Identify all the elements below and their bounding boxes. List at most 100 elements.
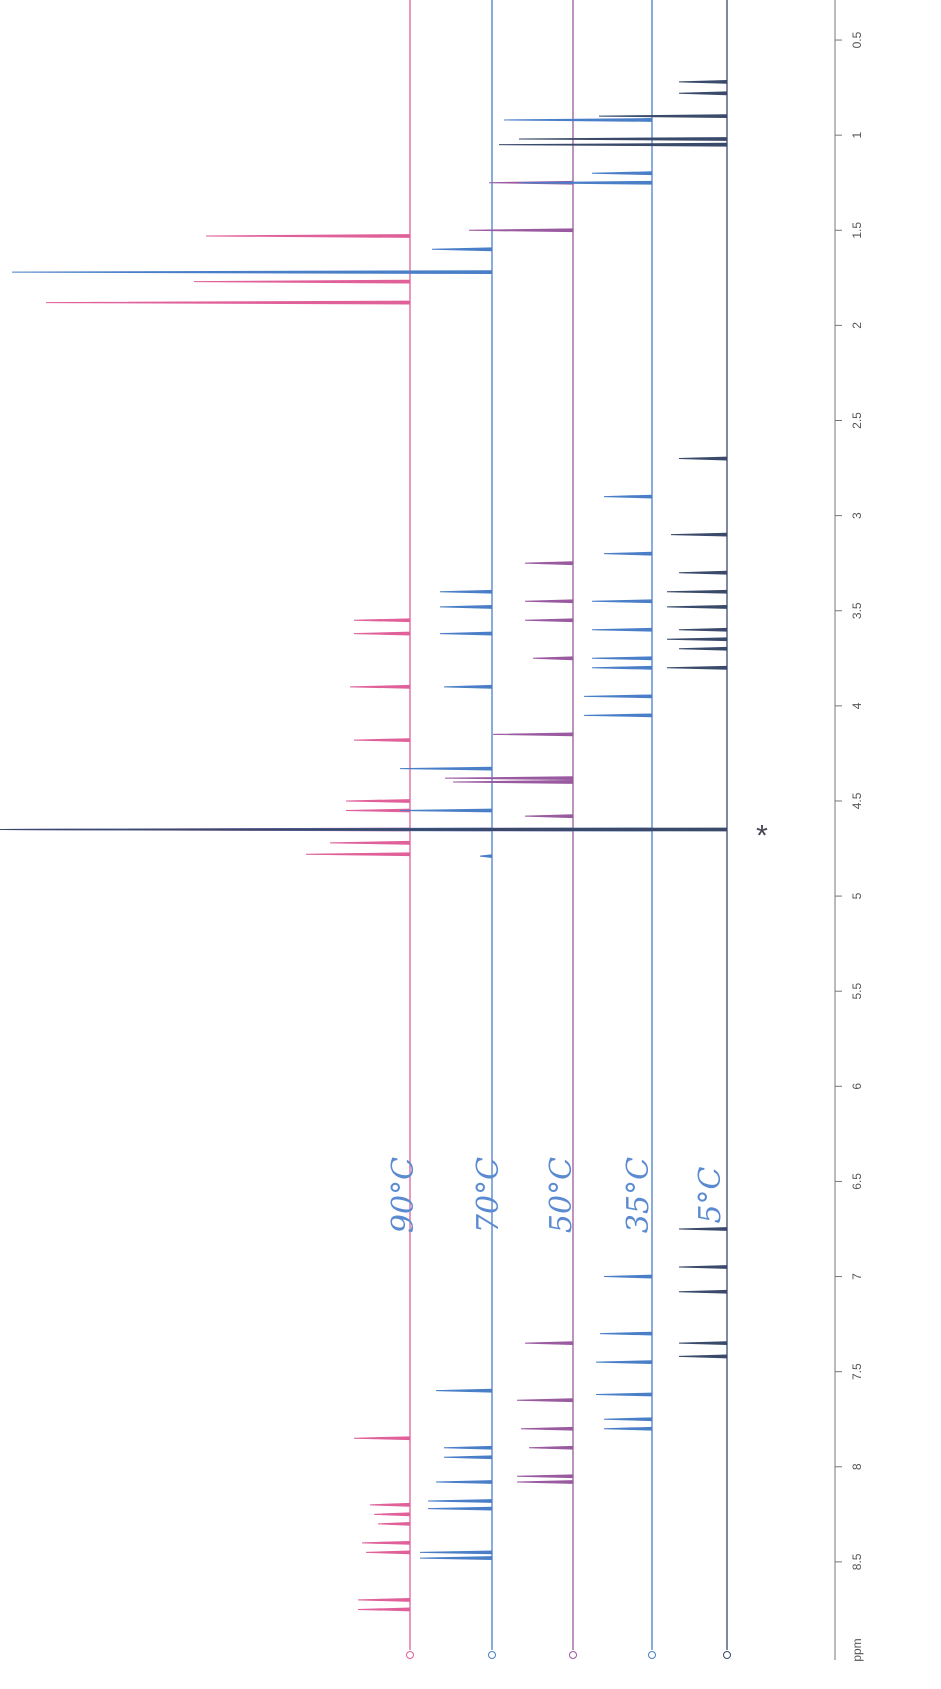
peak (591, 627, 653, 632)
peak (599, 1331, 653, 1336)
peak (678, 456, 728, 461)
peak (666, 637, 728, 642)
peak (678, 79, 728, 84)
peak (524, 1341, 574, 1346)
peak (678, 1354, 728, 1359)
peak (678, 570, 728, 575)
peak (431, 247, 493, 252)
peak (603, 1417, 653, 1422)
peak (399, 766, 493, 771)
series-label: 90°C (386, 1157, 421, 1233)
peak (305, 852, 411, 857)
series-label: 70°C (471, 1157, 506, 1233)
peak (595, 1392, 653, 1397)
x-tick-label: 1.5 (850, 222, 864, 239)
peak (479, 854, 493, 859)
x-tick-label: 8.5 (850, 1553, 864, 1570)
peak (353, 1436, 411, 1441)
x-tick-label: 2 (850, 322, 864, 329)
peak (603, 1274, 653, 1279)
annotation: * (756, 819, 768, 852)
peak (516, 1474, 574, 1479)
baseline-end (723, 1651, 731, 1659)
x-tick-label: 2.5 (850, 412, 864, 429)
peak (435, 1388, 493, 1393)
peak (603, 551, 653, 556)
peak (345, 808, 411, 813)
peak (503, 118, 653, 122)
peak (498, 142, 728, 147)
x-tick-label: 0.5 (850, 31, 864, 48)
x-tick-label: 3.5 (850, 602, 864, 619)
peak (361, 1540, 411, 1545)
x-tick-label: 6.5 (850, 1173, 864, 1190)
peak (439, 631, 493, 636)
peak (666, 589, 728, 594)
peak (583, 694, 653, 699)
peak (516, 1398, 574, 1403)
peak (443, 684, 493, 689)
x-tick-label: 7 (850, 1273, 864, 1280)
peak (435, 1480, 493, 1484)
peak (528, 1445, 574, 1450)
peak (524, 599, 574, 604)
x-tick-label: 8 (850, 1463, 864, 1470)
peak (524, 814, 574, 819)
peak (595, 1360, 653, 1365)
plot-area (0, 0, 728, 1650)
peak (0, 827, 728, 832)
peak (678, 1227, 728, 1231)
x-tick-label: 6 (850, 1083, 864, 1090)
series-label: 5°C (693, 1166, 728, 1223)
peak (492, 732, 574, 737)
x-tick-label: 5 (850, 892, 864, 899)
peak (591, 656, 653, 661)
baseline-end (488, 1651, 496, 1659)
peak (678, 646, 728, 651)
peak (678, 1289, 728, 1294)
peak (419, 1556, 493, 1560)
peak (205, 234, 411, 238)
peak (666, 665, 728, 670)
peak (518, 137, 728, 141)
peak (349, 684, 411, 689)
peak (444, 776, 574, 781)
peak (373, 1512, 411, 1517)
peak (427, 1506, 493, 1511)
x-tick-label: 1 (850, 132, 864, 139)
series-label: 50°C (544, 1157, 579, 1233)
peak (516, 1480, 574, 1484)
peak (353, 631, 411, 636)
peak (598, 114, 728, 119)
baseline-end (569, 1651, 577, 1659)
peak (591, 171, 653, 176)
peak (357, 1607, 411, 1612)
peak (329, 840, 411, 845)
series-label: 35°C (621, 1157, 656, 1233)
peak (678, 627, 728, 632)
peak (419, 1550, 493, 1555)
peak (524, 561, 574, 566)
peak (365, 1550, 411, 1555)
baseline-end (648, 1651, 656, 1659)
peak (678, 1265, 728, 1269)
x-axis-title: ppm (850, 1638, 864, 1661)
peak (439, 605, 493, 609)
peak (345, 799, 411, 803)
peak (427, 1499, 493, 1503)
peak (670, 532, 728, 537)
baseline-end (406, 1651, 414, 1659)
x-tick-label: 7.5 (850, 1363, 864, 1380)
peak (524, 618, 574, 623)
peak (678, 91, 728, 96)
x-tick-label: 4 (850, 702, 864, 709)
peak (603, 1426, 653, 1431)
peak (666, 605, 728, 609)
peak (399, 808, 493, 813)
peak (353, 738, 411, 742)
peak (591, 665, 653, 670)
peak (353, 618, 411, 623)
x-tick-label: 3 (850, 512, 864, 519)
peak (678, 1341, 728, 1346)
